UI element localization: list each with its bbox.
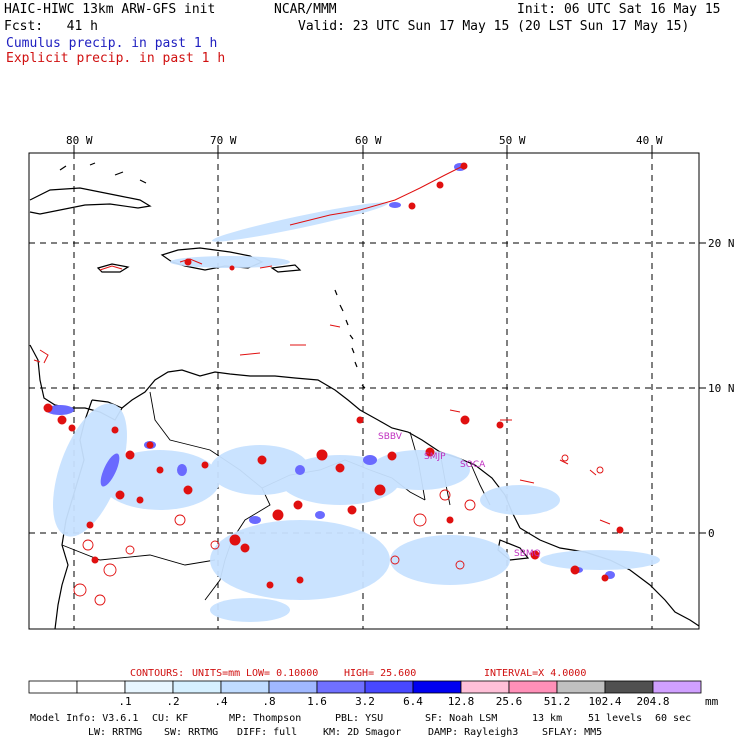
model-info: PBL: YSU bbox=[335, 713, 383, 724]
color-bar-swatch bbox=[268, 680, 318, 694]
color-bar-tick: 51.2 bbox=[544, 695, 571, 708]
color-bar-swatch bbox=[508, 680, 558, 694]
contours-high: HIGH= 25.600 bbox=[344, 668, 416, 679]
model-info: DIFF: full bbox=[237, 727, 297, 738]
color-bar-swatch bbox=[556, 680, 606, 694]
org-label: NCAR/MMM bbox=[274, 2, 337, 17]
color-bar-swatch bbox=[316, 680, 366, 694]
lat-label: 10 N bbox=[708, 382, 735, 395]
contours-units: UNITS=mm bbox=[192, 668, 240, 679]
lat-label: 20 N bbox=[708, 237, 735, 250]
forecast-hour: Fcst: 41 h bbox=[4, 19, 98, 34]
color-bar-swatch bbox=[604, 680, 654, 694]
color-bar-tick: 102.4 bbox=[588, 695, 621, 708]
color-bar-swatch bbox=[76, 680, 126, 694]
model-info: 51 levels bbox=[588, 713, 642, 724]
model-info: KM: 2D Smagor bbox=[323, 727, 401, 738]
init-time: Init: 06 UTC Sat 16 May 15 bbox=[517, 2, 721, 17]
color-bar-tick: 12.8 bbox=[448, 695, 475, 708]
lon-label: 80 W bbox=[66, 134, 93, 147]
color-bar-tick: .4 bbox=[214, 695, 228, 708]
explicit-precip bbox=[33, 164, 611, 525]
explicit-legend: Explicit precip. in past 1 h bbox=[6, 51, 226, 66]
contours-low: LOW= 0.10000 bbox=[246, 668, 318, 679]
model-info: 13 km bbox=[532, 713, 562, 724]
model-info: DAMP: Rayleigh3 bbox=[428, 727, 518, 738]
color-bar-swatch bbox=[652, 680, 702, 694]
station-label: SBMQ bbox=[514, 549, 541, 559]
color-bar-ticks: .1 .2 .4 .8 1.6 3.2 6.4 12.8 25.6 51.2 102.4 204.8 bbox=[118, 695, 669, 708]
station-label: SOCA bbox=[460, 460, 486, 470]
cumulus-legend: Cumulus precip. in past 1 h bbox=[6, 36, 218, 51]
valid-time: Valid: 23 UTC Sun 17 May 15 (20 LST Sun … bbox=[298, 19, 690, 34]
color-bar-unit: mm bbox=[705, 695, 719, 708]
color-bar-swatch bbox=[460, 680, 510, 694]
model-info: SF: Noah LSM bbox=[425, 713, 497, 724]
color-bar-tick: .8 bbox=[262, 695, 275, 708]
color-bar-swatch bbox=[220, 680, 270, 694]
station-label: SMJP bbox=[424, 452, 446, 462]
color-bar-swatch bbox=[364, 680, 414, 694]
model-info: MP: Thompson bbox=[229, 713, 301, 724]
lon-label: 70 W bbox=[210, 134, 237, 147]
color-bar-tick: .1 bbox=[118, 695, 131, 708]
model-info: CU: KF bbox=[152, 713, 188, 724]
model-title: HAIC-HIWC 13km ARW-GFS init bbox=[4, 2, 216, 17]
lon-label: 40 W bbox=[636, 134, 663, 147]
model-info: SW: RRTMG bbox=[164, 727, 218, 738]
color-bar-tick: 1.6 bbox=[307, 695, 327, 708]
color-bar-swatch bbox=[412, 680, 462, 694]
explicit-precip-heavy bbox=[43, 162, 624, 589]
model-info: LW: RRTMG bbox=[88, 727, 142, 738]
station-label: SBBV bbox=[378, 432, 403, 442]
color-bar-tick: 3.2 bbox=[355, 695, 375, 708]
contours-label: CONTOURS: bbox=[130, 668, 184, 679]
color-bar bbox=[28, 680, 702, 694]
model-info: Model Info: V3.6.1 bbox=[30, 713, 138, 724]
color-bar-swatch bbox=[172, 680, 222, 694]
explicit-precip-outlines bbox=[73, 454, 604, 606]
color-bar-tick: .2 bbox=[166, 695, 179, 708]
color-bar-tick: 204.8 bbox=[636, 695, 669, 708]
model-info: 60 sec bbox=[655, 713, 691, 724]
color-bar-tick: 25.6 bbox=[496, 695, 523, 708]
lat-label: 0 bbox=[708, 527, 715, 540]
color-bar-tick: 6.4 bbox=[403, 695, 423, 708]
contours-interval: INTERVAL=X 4.0000 bbox=[484, 668, 586, 679]
model-info: SFLAY: MM5 bbox=[542, 727, 602, 738]
lon-label: 60 W bbox=[355, 134, 382, 147]
lon-label: 50 W bbox=[499, 134, 526, 147]
color-bar-swatch bbox=[28, 680, 78, 694]
color-bar-swatch bbox=[124, 680, 174, 694]
